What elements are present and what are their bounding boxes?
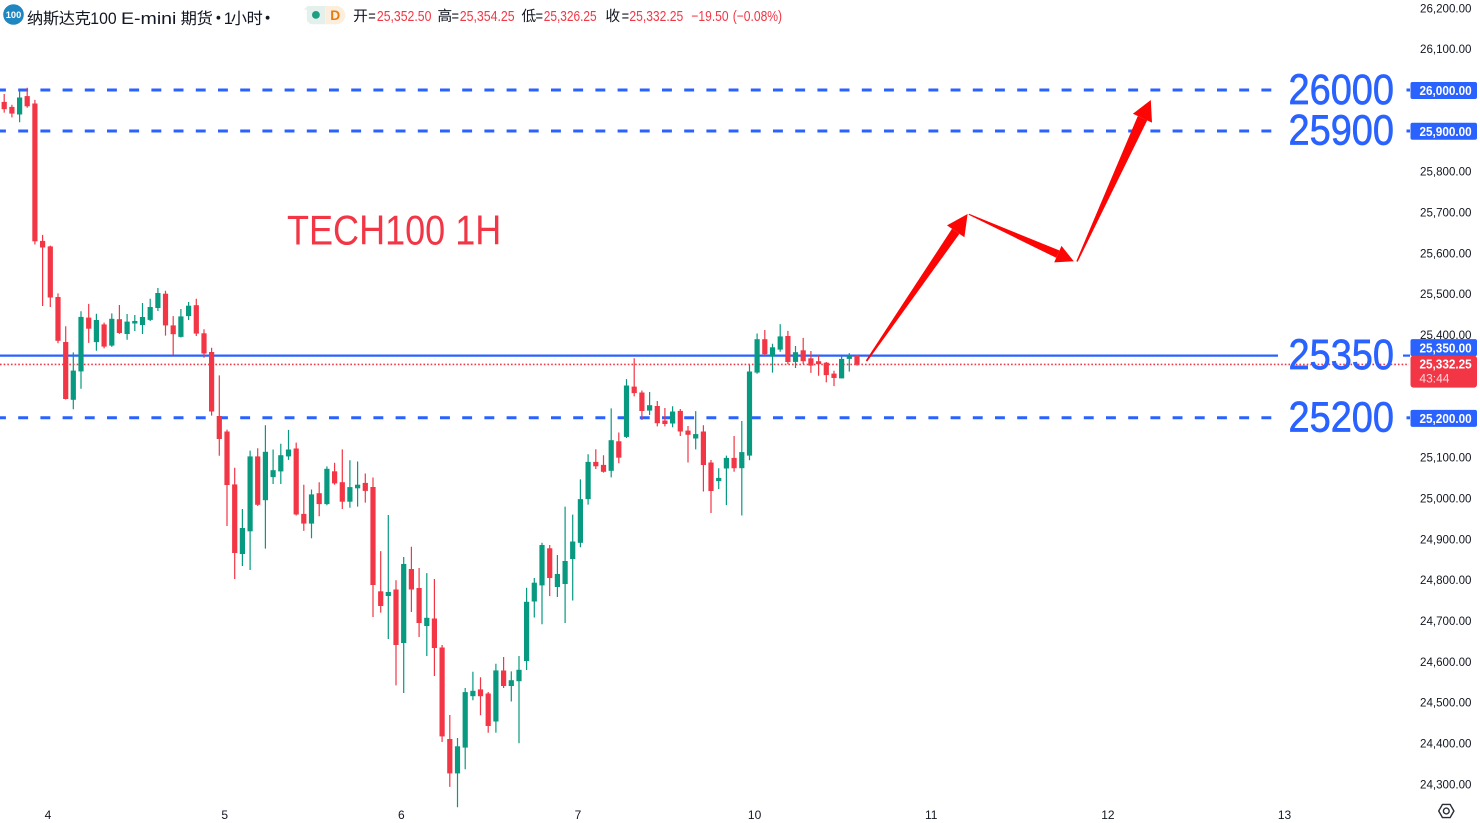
svg-text:=: = xyxy=(452,9,460,25)
svg-text:4: 4 xyxy=(45,808,52,822)
svg-text:24,400.00: 24,400.00 xyxy=(1420,737,1472,751)
svg-text:26,000.00: 26,000.00 xyxy=(1420,83,1472,98)
svg-text:=: = xyxy=(536,9,544,25)
svg-text:25,800.00: 25,800.00 xyxy=(1420,165,1472,179)
svg-text:25350: 25350 xyxy=(1289,332,1395,379)
svg-text:25,200.00: 25,200.00 xyxy=(1420,411,1472,426)
svg-text:25,500.00: 25,500.00 xyxy=(1420,287,1472,301)
svg-text:13: 13 xyxy=(1278,808,1292,822)
svg-text:1: 1 xyxy=(224,10,233,28)
svg-text:25,900.00: 25,900.00 xyxy=(1420,124,1472,139)
svg-text:100: 100 xyxy=(90,10,116,28)
svg-text:10: 10 xyxy=(748,808,762,822)
svg-text:11: 11 xyxy=(925,808,938,822)
svg-text:25,326.25: 25,326.25 xyxy=(544,9,597,25)
svg-text:−19.50: −19.50 xyxy=(691,9,728,25)
svg-text:=: = xyxy=(622,9,630,25)
svg-text:25,332.25: 25,332.25 xyxy=(629,9,683,25)
svg-text:12: 12 xyxy=(1101,808,1115,822)
svg-text:=: = xyxy=(368,9,376,25)
svg-text:25,700.00: 25,700.00 xyxy=(1420,206,1472,220)
svg-text:6: 6 xyxy=(398,808,405,822)
svg-text:25,352.50: 25,352.50 xyxy=(377,9,432,25)
svg-text:25,100.00: 25,100.00 xyxy=(1420,451,1472,465)
svg-text:24,500.00: 24,500.00 xyxy=(1420,696,1472,710)
svg-text:24,300.00: 24,300.00 xyxy=(1420,777,1472,791)
svg-text:7: 7 xyxy=(575,808,582,822)
svg-text:25900: 25900 xyxy=(1289,108,1395,155)
svg-text:24,900.00: 24,900.00 xyxy=(1420,532,1472,546)
svg-text:26,200.00: 26,200.00 xyxy=(1420,1,1472,15)
svg-text:24,800.00: 24,800.00 xyxy=(1420,573,1472,587)
svg-text:(−0.08%): (−0.08%) xyxy=(733,9,782,25)
svg-text:5: 5 xyxy=(221,808,228,822)
svg-text:100: 100 xyxy=(6,10,22,20)
svg-text:25,354.25: 25,354.25 xyxy=(460,9,515,25)
svg-text:25,600.00: 25,600.00 xyxy=(1420,246,1472,260)
svg-text:D: D xyxy=(330,8,340,23)
svg-text:26000: 26000 xyxy=(1289,67,1395,114)
svg-text:25,400.00: 25,400.00 xyxy=(1420,328,1472,342)
svg-text:TECH100 1H: TECH100 1H xyxy=(287,207,501,254)
svg-text:43:44: 43:44 xyxy=(1419,372,1449,386)
svg-text:26,100.00: 26,100.00 xyxy=(1420,42,1472,56)
svg-text:25200: 25200 xyxy=(1289,395,1395,442)
svg-text:24,700.00: 24,700.00 xyxy=(1420,614,1472,628)
svg-text:E-mini: E-mini xyxy=(121,10,176,28)
svg-text:25,350.00: 25,350.00 xyxy=(1420,340,1472,355)
svg-text:25,000.00: 25,000.00 xyxy=(1420,492,1472,506)
svg-text:25,332.25: 25,332.25 xyxy=(1420,356,1472,371)
svg-text:24,600.00: 24,600.00 xyxy=(1420,655,1472,669)
